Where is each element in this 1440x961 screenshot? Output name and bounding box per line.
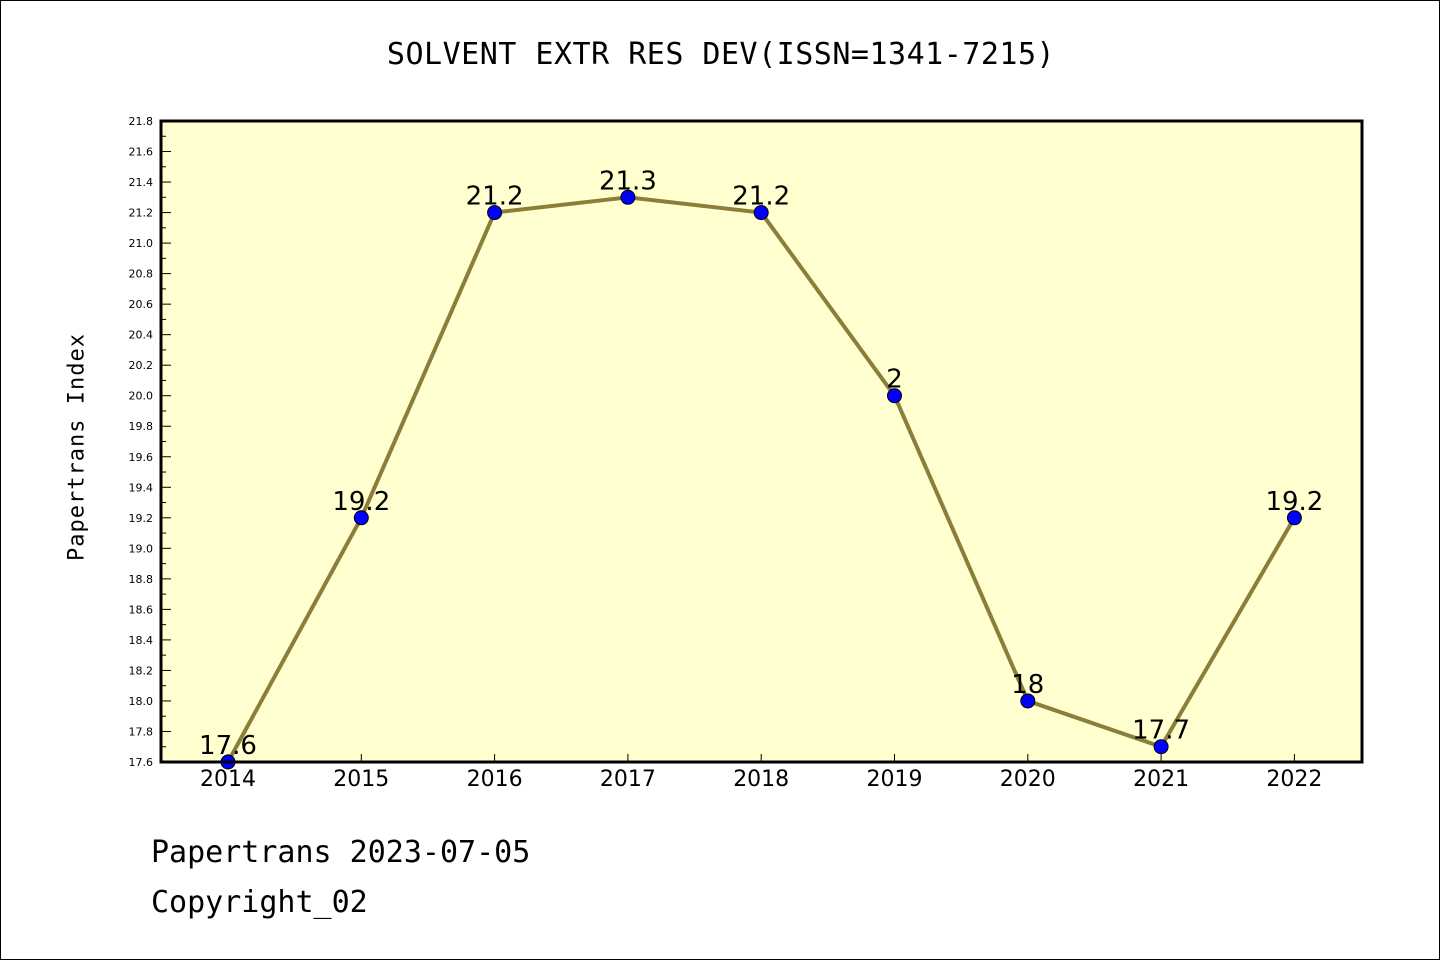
y-tick-label: 21.2 <box>129 207 154 220</box>
data-point <box>620 189 636 205</box>
plot-area <box>161 121 1362 762</box>
footer-copyright: Copyright_02 <box>151 885 368 920</box>
data-point <box>353 510 369 526</box>
y-tick-label: 20.4 <box>129 329 154 342</box>
y-tick-label: 19.4 <box>129 481 154 494</box>
x-tick-label: 2021 <box>1133 767 1189 792</box>
data-label: 18 <box>1011 670 1044 700</box>
y-tick-label: 18.2 <box>129 664 154 677</box>
y-tick-label: 20.6 <box>129 298 154 311</box>
data-label: 21.2 <box>466 182 524 212</box>
data-label: 21.3 <box>599 166 657 196</box>
x-tick-label: 2022 <box>1266 767 1322 792</box>
y-tick-label: 19.2 <box>129 512 154 525</box>
y-tick-label: 19.8 <box>129 420 154 433</box>
y-tick-label: 21.6 <box>129 146 154 159</box>
data-point <box>487 205 503 221</box>
x-tick-label: 2018 <box>733 767 789 792</box>
chart-title: SOLVENT EXTR RES DEV(ISSN=1341-7215) <box>386 37 1056 72</box>
y-tick-label: 19.0 <box>129 542 154 555</box>
data-label: 19.2 <box>1265 487 1323 517</box>
footer-date: Papertrans 2023-07-05 <box>151 835 531 870</box>
y-tick-label: 17.8 <box>129 725 154 738</box>
y-tick-label: 20.0 <box>129 390 154 403</box>
data-point <box>887 388 902 404</box>
y-tick-label: 18.4 <box>129 634 154 647</box>
y-tick-label: 20.2 <box>129 359 154 372</box>
x-tick-label: 2019 <box>867 767 923 792</box>
data-label: 19.2 <box>332 487 390 517</box>
y-tick-label: 21.0 <box>129 237 154 250</box>
y-tick-label: 21.8 <box>129 115 154 128</box>
y-tick-label: 17.6 <box>129 756 154 769</box>
y-tick-label: 18.0 <box>129 695 154 708</box>
x-tick-label: 2014 <box>200 767 256 792</box>
y-tick-label: 19.6 <box>129 451 154 464</box>
plot-frame <box>159 119 1364 764</box>
data-point <box>1020 693 1036 709</box>
data-label: 21.2 <box>732 182 790 212</box>
x-tick-label: 2015 <box>333 767 389 792</box>
data-label: 2 <box>886 365 903 395</box>
y-tick-label: 18.6 <box>129 603 154 616</box>
y-tick-label: 18.8 <box>129 573 154 586</box>
data-label: 17.7 <box>1132 716 1190 746</box>
y-tick-label: 21.4 <box>129 176 154 189</box>
data-label: 17.6 <box>199 731 257 761</box>
data-point <box>1153 739 1169 755</box>
x-tick-label: 2017 <box>600 767 656 792</box>
x-tick-label: 2020 <box>1000 767 1056 792</box>
data-point <box>1286 510 1302 526</box>
x-tick-label: 2016 <box>467 767 523 792</box>
y-tick-label: 20.8 <box>129 268 154 281</box>
data-point <box>753 205 769 221</box>
